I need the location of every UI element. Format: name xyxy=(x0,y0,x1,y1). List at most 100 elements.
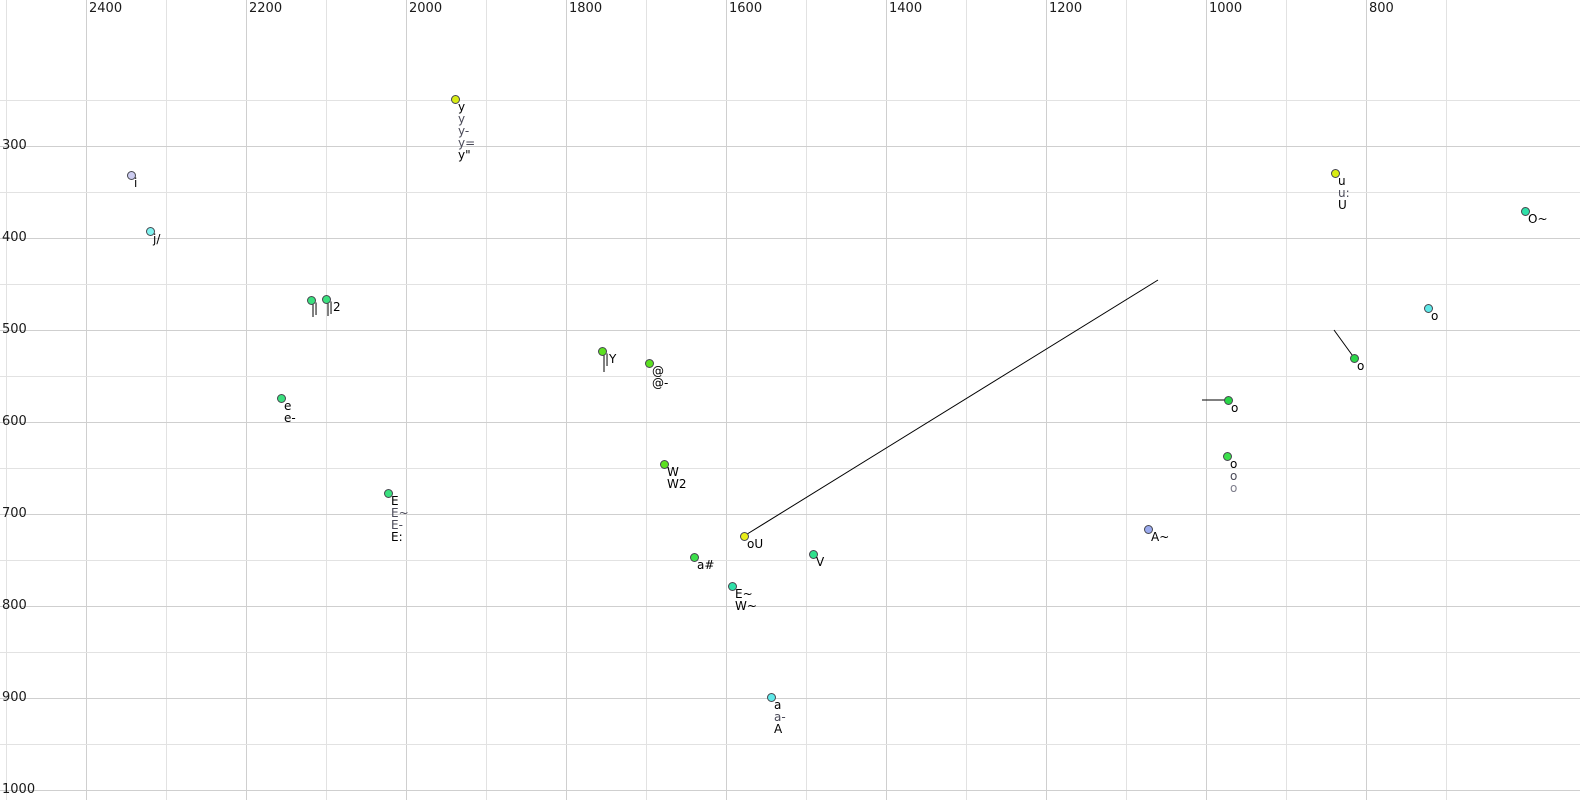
data-point[interactable] xyxy=(598,347,607,356)
gridline-vertical xyxy=(1366,0,1367,800)
data-point-label: y- xyxy=(458,124,470,138)
data-point-label: y xyxy=(458,100,466,114)
data-point-label: i xyxy=(134,176,138,190)
data-point[interactable] xyxy=(1223,452,1232,461)
gridline-vertical xyxy=(726,0,727,800)
data-point[interactable] xyxy=(1331,169,1340,178)
data-point-label: O~ xyxy=(1528,212,1548,226)
data-point[interactable] xyxy=(1350,354,1359,363)
data-point-label: W~ xyxy=(735,599,757,613)
data-point-label: j/ xyxy=(153,232,161,246)
x-axis-tick-label: 2200 xyxy=(249,1,283,16)
data-point[interactable] xyxy=(307,296,316,305)
y-axis-tick-label: 300 xyxy=(2,138,27,153)
data-point[interactable] xyxy=(1424,304,1433,313)
data-point-label: U xyxy=(1338,198,1347,212)
data-point-label: o xyxy=(1431,309,1439,323)
data-point-label: V xyxy=(816,555,825,569)
data-point-label: A xyxy=(774,722,783,736)
data-point-label: A~ xyxy=(1151,530,1170,544)
data-point[interactable] xyxy=(767,693,776,702)
gridline-horizontal xyxy=(0,606,1580,607)
x-axis-tick-label: 1200 xyxy=(1049,1,1083,16)
gridline-horizontal xyxy=(0,284,1580,285)
data-point-label: a xyxy=(774,698,782,712)
gridline-vertical xyxy=(406,0,407,800)
data-point[interactable] xyxy=(740,532,749,541)
data-point[interactable] xyxy=(146,227,155,236)
x-axis-tick-label: 1600 xyxy=(729,1,763,16)
gridline-horizontal xyxy=(0,330,1580,331)
data-point-label: W xyxy=(667,465,679,479)
data-point[interactable] xyxy=(127,171,136,180)
y-axis-tick-label: 400 xyxy=(2,230,27,245)
y-axis-tick-label: 1000 xyxy=(2,782,36,797)
gridline-vertical xyxy=(1206,0,1207,800)
data-point[interactable] xyxy=(277,394,286,403)
gridline-vertical xyxy=(806,0,807,800)
data-point-label: a# xyxy=(697,558,715,572)
gridline-horizontal xyxy=(0,744,1580,745)
gridline-horizontal xyxy=(0,192,1580,193)
data-point-label: |2 xyxy=(329,300,341,314)
data-point-label: u: xyxy=(1338,186,1350,200)
data-point-label: E~ xyxy=(735,587,753,601)
data-point-label: y= xyxy=(458,136,476,150)
x-axis-tick-label: 800 xyxy=(1369,1,1394,16)
data-point-label: E~ xyxy=(391,506,409,520)
y-axis-tick-label: 700 xyxy=(2,506,27,521)
data-point[interactable] xyxy=(1224,396,1233,405)
x-axis-tick-label: 2400 xyxy=(89,1,123,16)
data-point-label: E xyxy=(391,494,399,508)
data-point[interactable] xyxy=(645,359,654,368)
data-point-label: @- xyxy=(652,376,669,390)
gridline-vertical xyxy=(886,0,887,800)
data-point-label: u xyxy=(1338,174,1346,188)
gridline-vertical xyxy=(1446,0,1447,800)
data-point-label: E- xyxy=(391,518,403,532)
data-point-label: W2 xyxy=(667,477,687,491)
data-point[interactable] xyxy=(660,460,669,469)
data-point-label: o xyxy=(1230,469,1238,483)
gridline-horizontal xyxy=(0,560,1580,561)
gridline-horizontal xyxy=(0,790,1580,791)
gridline-horizontal xyxy=(0,468,1580,469)
data-point-label: o xyxy=(1231,401,1239,415)
x-axis-tick-label: 1000 xyxy=(1209,1,1243,16)
gridline-vertical xyxy=(326,0,327,800)
data-point-label: e xyxy=(284,399,292,413)
gridline-horizontal xyxy=(0,698,1580,699)
data-point[interactable] xyxy=(451,95,460,104)
gridline-vertical xyxy=(966,0,967,800)
y-axis-tick-label: 600 xyxy=(2,414,27,429)
y-axis-tick-label: 800 xyxy=(2,598,27,613)
data-point-label: y xyxy=(458,112,466,126)
gridline-vertical xyxy=(1126,0,1127,800)
gridline-vertical xyxy=(246,0,247,800)
data-point-label: @ xyxy=(652,364,664,378)
data-point-label: oU xyxy=(747,537,764,551)
data-point-label: e- xyxy=(284,411,296,425)
data-point[interactable] xyxy=(690,553,699,562)
gridline-vertical xyxy=(486,0,487,800)
gridline-horizontal xyxy=(0,238,1580,239)
gridline-horizontal xyxy=(0,376,1580,377)
data-point-label: a- xyxy=(774,710,786,724)
data-point[interactable] xyxy=(1144,525,1153,534)
x-axis-tick-label: 1800 xyxy=(569,1,603,16)
gridline-vertical xyxy=(566,0,567,800)
gridline-vertical xyxy=(86,0,87,800)
gridline-horizontal xyxy=(0,652,1580,653)
data-point[interactable] xyxy=(809,550,818,559)
data-point-label: E: xyxy=(391,530,403,544)
data-point[interactable] xyxy=(1521,207,1530,216)
x-axis-tick-label: 1400 xyxy=(889,1,923,16)
data-point-label: y" xyxy=(458,148,471,162)
data-point[interactable] xyxy=(384,489,393,498)
data-point[interactable] xyxy=(728,582,737,591)
gridline-horizontal xyxy=(0,146,1580,147)
data-point[interactable] xyxy=(322,295,331,304)
gridline-vertical xyxy=(166,0,167,800)
